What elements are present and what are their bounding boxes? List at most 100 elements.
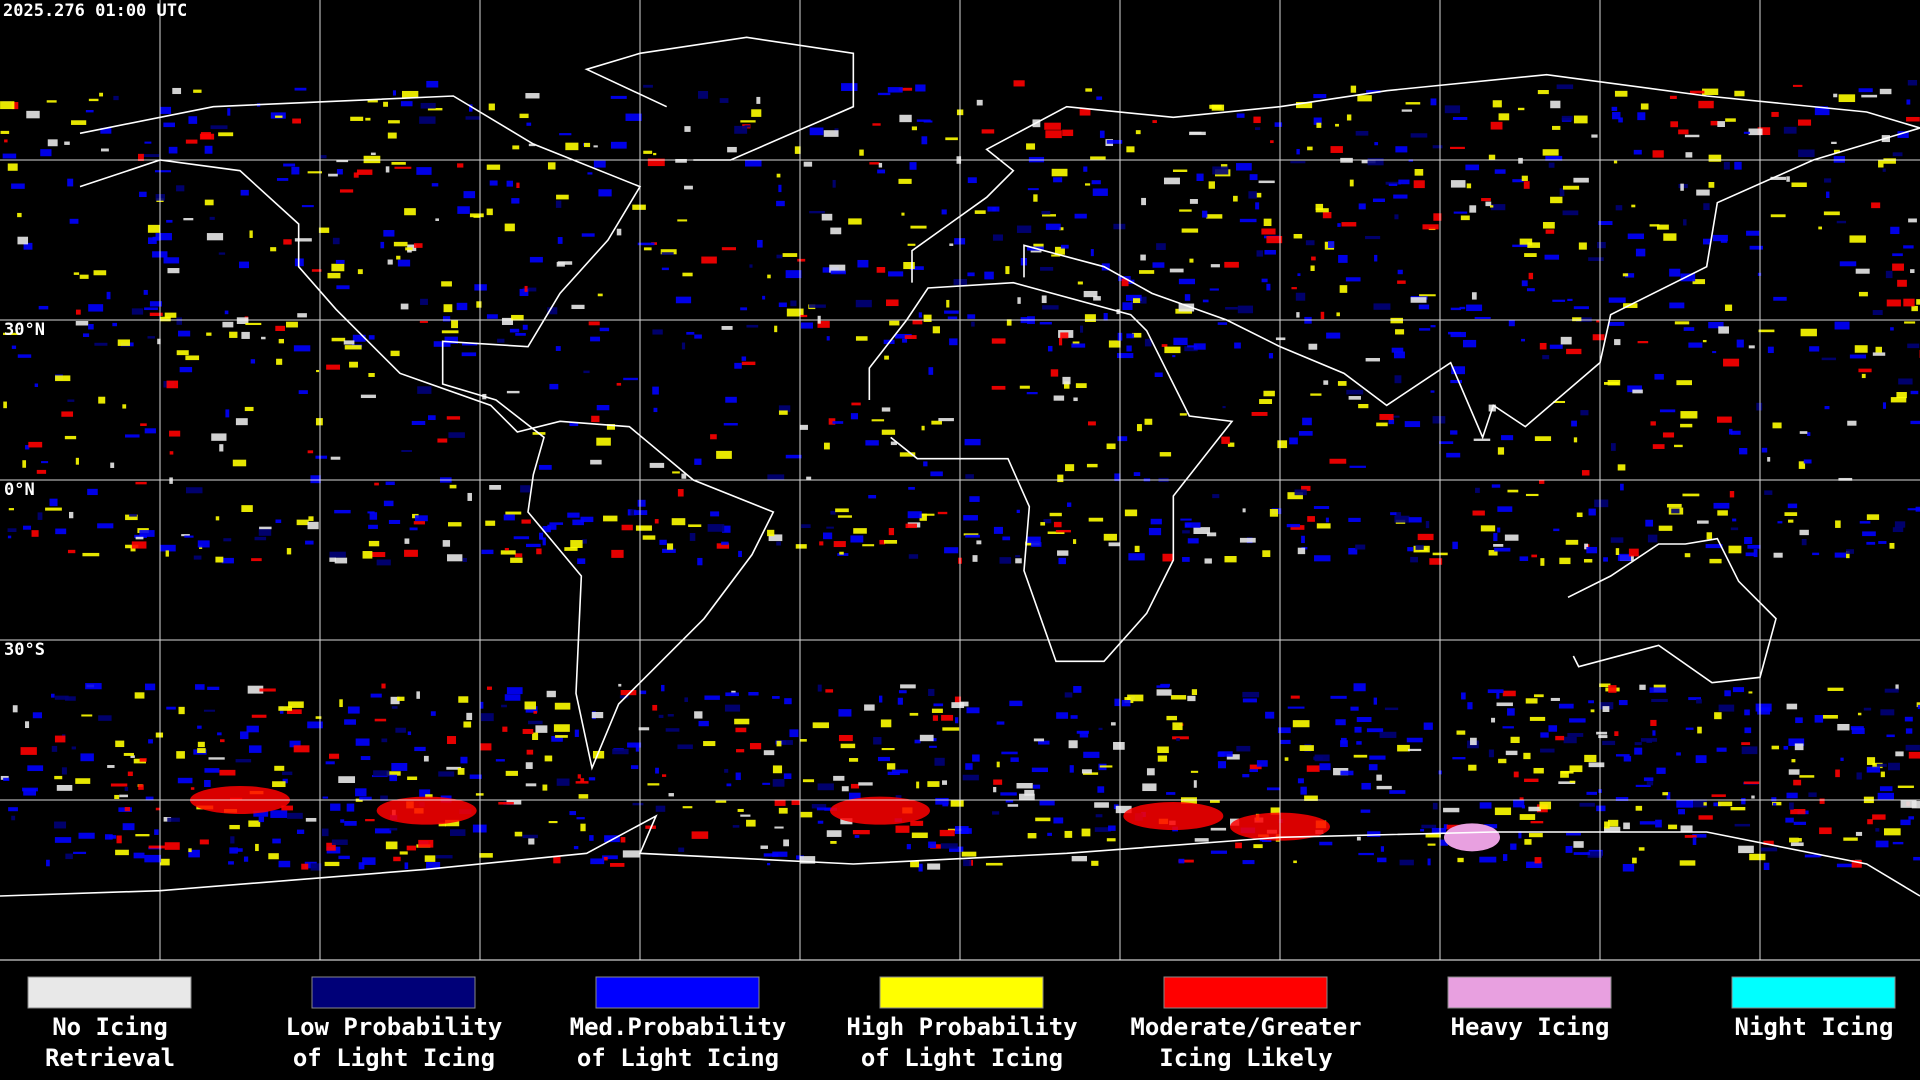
icing-patch (880, 719, 892, 728)
icing-patch (81, 714, 93, 717)
icing-patch (391, 161, 406, 165)
icing-patch (1718, 326, 1729, 334)
icing-patch (514, 553, 523, 558)
icing-patch (1526, 288, 1535, 292)
icing-patch (64, 141, 70, 145)
icing-patch (1051, 168, 1068, 177)
icing-patch (229, 824, 240, 830)
icing-patch (817, 783, 834, 791)
icing-patch (1562, 185, 1580, 190)
icing-patch (1451, 366, 1466, 375)
icing-patch (963, 515, 978, 521)
icing-patch (1791, 182, 1807, 188)
icing-patch (1290, 525, 1305, 530)
icing-patch (1075, 383, 1087, 389)
icing-patch (1833, 149, 1840, 154)
icing-patch (495, 759, 505, 762)
icing-patch (1584, 754, 1597, 763)
icing-patch (1374, 254, 1378, 262)
icing-patch (832, 421, 844, 424)
icing-patch (259, 526, 272, 530)
icing-patch (1877, 792, 1894, 800)
icing-patch (296, 519, 309, 526)
icing-patch (1470, 737, 1477, 746)
icing-patch (1786, 176, 1790, 182)
icing-patch (1573, 177, 1589, 183)
icing-patch (1680, 825, 1693, 832)
icing-patch (942, 727, 960, 731)
icing-patch (244, 406, 254, 412)
icing-patch (974, 210, 986, 214)
icing-patch (69, 511, 74, 519)
icing-patch (1461, 692, 1466, 700)
icing-patch (1528, 833, 1543, 838)
icing-patch (850, 413, 859, 420)
icing-patch (1512, 179, 1524, 183)
icing-patch (1703, 238, 1711, 245)
icing-patch (1160, 683, 1170, 687)
icing-patch (1588, 762, 1605, 768)
icing-patch (340, 819, 345, 823)
icing-patch (1206, 214, 1223, 219)
icing-patch (1521, 338, 1526, 342)
icing-patch (1692, 834, 1707, 838)
icing-patch (1353, 754, 1368, 758)
icing-patch (659, 539, 667, 545)
icing-patch (1397, 744, 1410, 752)
icing-patch (1913, 856, 1920, 861)
icing-patch (1534, 436, 1552, 442)
icing-patch (1453, 211, 1468, 214)
icing-patch (1033, 243, 1044, 249)
timestamp: 2025.276 01:00 UTC (3, 1, 187, 21)
icing-patch (1793, 821, 1807, 825)
icing-patch (1225, 306, 1238, 310)
icing-patch (73, 272, 80, 275)
icing-patch (115, 849, 129, 856)
icing-patch (1717, 121, 1725, 128)
icing-patch (367, 99, 378, 103)
icing-patch (130, 545, 136, 552)
icing-patch (1407, 547, 1414, 552)
icing-patch (144, 428, 156, 434)
icing-patch (1141, 197, 1147, 206)
coastline (0, 814, 1920, 897)
icing-patch (75, 457, 79, 465)
icing-patch (46, 100, 57, 103)
icing-patch (1079, 731, 1089, 738)
icing-patch (821, 213, 833, 221)
icing-patch (443, 304, 453, 313)
icing-patch (1730, 527, 1739, 531)
icing-patch (1637, 341, 1649, 344)
icing-patch (1038, 740, 1050, 745)
icing-patch (1017, 297, 1021, 304)
icing-patch (338, 855, 350, 860)
icing-patch (1287, 492, 1303, 500)
icing-patch (215, 516, 220, 521)
icing-patch (1656, 767, 1666, 774)
icing-patch (776, 173, 781, 178)
icing-patch (466, 712, 473, 720)
icing-patch (1834, 321, 1850, 330)
icing-patch (569, 422, 579, 427)
icing-patch (1187, 345, 1197, 348)
icing-patch (1376, 422, 1388, 427)
icing-patch (1502, 690, 1516, 697)
icing-patch (1903, 298, 1915, 307)
icing-patch (727, 146, 737, 153)
icing-patch (888, 271, 904, 277)
icing-patch (1627, 385, 1642, 393)
icing-patch (1305, 240, 1315, 246)
icing-patch (405, 247, 413, 251)
icing-patch (1170, 695, 1187, 700)
icing-patch (1910, 390, 1919, 395)
icing-patch (1895, 751, 1904, 757)
icing-patch (1639, 821, 1656, 825)
icing-patch (1040, 266, 1054, 271)
icing-patch (426, 861, 441, 870)
icing-patch (1524, 778, 1539, 782)
icing-patch (887, 87, 903, 93)
icing-patch (331, 263, 345, 272)
icing-patch (1876, 763, 1887, 767)
icing-patch (1249, 768, 1258, 773)
icing-patch (125, 434, 140, 438)
